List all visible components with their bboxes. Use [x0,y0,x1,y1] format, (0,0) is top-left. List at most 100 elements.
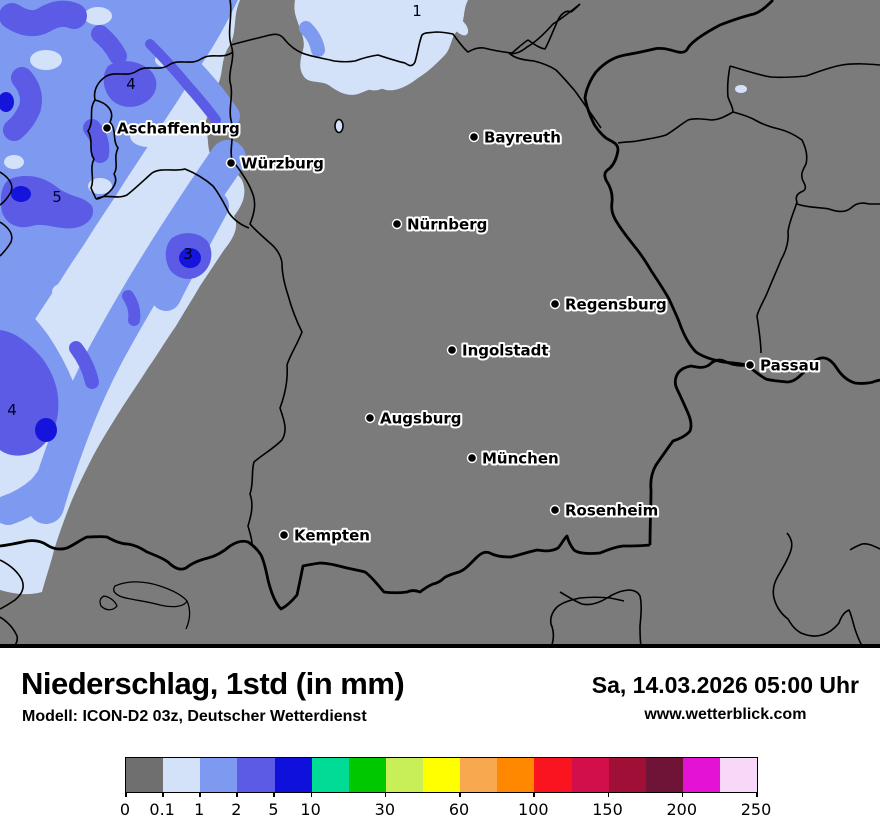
lake-outlines [99,581,191,630]
legend-tick-label: 0 [119,800,131,819]
datetime-block: Sa, 14.03.2026 05:00 Uhr www.wetterblick… [592,672,859,724]
legend-tick-mark [607,792,610,797]
city-label: Nürnberg [407,216,487,234]
city-marker: Aschaffenburg [101,118,242,140]
legend-segment [571,758,609,792]
city-dot [101,122,113,134]
legend-segment [497,758,535,792]
legend-segment [534,758,572,792]
legend-segment [385,758,423,792]
city-marker: Nürnberg [391,214,489,236]
legend-tick-mark [533,792,535,797]
precip-pale-holes [4,7,175,301]
legend-segment [682,758,720,792]
city-marker: Würzburg [225,153,326,175]
legend-tick-label: 60 [448,800,470,819]
legend-segment [311,758,349,792]
legend-segment [720,758,758,792]
map-title: Niederschlag, 1std (in mm) [21,666,405,701]
legend-segment [645,758,683,792]
model-info: Modell: ICON-D2 03z, Deutscher Wetterdie… [22,708,367,725]
zero-spot-marker [334,118,344,134]
city-marker: Bayreuth [468,127,563,149]
precip-layer-light [0,0,238,364]
legend-tick-label: 30 [374,800,395,819]
contour-value-label: 1 [412,2,422,20]
city-marker: Augsburg [364,408,464,430]
city-label: Regensburg [565,296,667,314]
legend-segment [423,758,461,792]
legend-tick-mark [384,792,387,797]
zero-spot [334,118,344,134]
legend-tick-mark [125,792,127,797]
legend-tick-label: 5 [268,800,279,819]
legend-tick-mark [273,792,275,797]
legend-tick-label: 150 [592,800,623,819]
city-dot [364,412,376,424]
country-borders [0,0,880,611]
legend-segment [163,758,201,792]
city-dot [225,157,237,169]
city-dot [549,504,561,516]
city-dot [549,298,561,310]
legend-tick-label: 250 [740,800,772,819]
legend-segment [348,758,386,792]
city-dot [468,131,480,143]
legend-tick-mark [310,792,313,797]
city-label: Rosenheim [565,502,658,520]
city-dot [278,529,290,541]
contour-value-label: 3 [183,245,193,263]
color-scale-bar [125,757,758,793]
contour-value-label: 5 [52,188,62,206]
legend-tick-label: 1 [194,800,205,819]
city-marker: Kempten [278,525,372,547]
legend-segment [608,758,646,792]
legend-tick-label: 10 [300,800,321,819]
legend-tick-mark [681,792,684,797]
legend-segment [274,758,312,792]
city-label: Augsburg [380,410,462,428]
city-dot [446,344,458,356]
city-marker: Regensburg [549,294,669,316]
contour-value-label: 4 [126,75,136,93]
legend-segment [126,758,164,792]
city-label: Bayreuth [484,129,561,147]
state-borders [0,0,880,649]
city-marker: Rosenheim [549,500,660,522]
precipitation-map: 1 4 5 3 4 Aschaffenburg Würzburg Bayreuth Nürnb… [0,0,880,649]
info-footer: Niederschlag, 1std (in mm) Modell: ICON-… [0,648,880,830]
city-label: Passau [760,357,819,375]
map-bottom-frame [0,644,880,648]
legend-tick-mark [162,792,164,797]
precip-layer-deep [0,92,201,442]
city-dot [391,218,403,230]
website-url: www.wetterblick.com [644,706,807,723]
value-labels: 1 4 5 3 4 [7,2,422,419]
legend-tick-mark [756,792,758,797]
legend-segment [200,758,238,792]
legend-tick-label: 100 [518,800,549,819]
city-label: Ingolstadt [462,342,549,360]
city-label: Kempten [294,527,370,545]
city-label: Aschaffenburg [117,120,240,138]
city-marker: Passau [744,355,821,377]
legend-tick-mark [459,792,461,797]
legend-tick-label: 2 [231,800,242,819]
city-dot [466,452,478,464]
city-label: München [482,450,559,468]
city-label: Würzburg [241,155,324,173]
legend-tick-label: 200 [666,800,698,819]
city-marker: Ingolstadt [446,340,551,362]
legend-segment [460,758,498,792]
legend-segment [237,758,275,792]
legend-tick-mark [199,792,201,797]
valid-datetime: Sa, 14.03.2026 05:00 Uhr [591,672,859,698]
city-dot [744,359,756,371]
city-marker: München [466,448,561,470]
contour-value-label: 4 [7,401,17,419]
legend-tick-label: 0.1 [149,800,175,819]
legend-tick-mark [236,792,238,797]
